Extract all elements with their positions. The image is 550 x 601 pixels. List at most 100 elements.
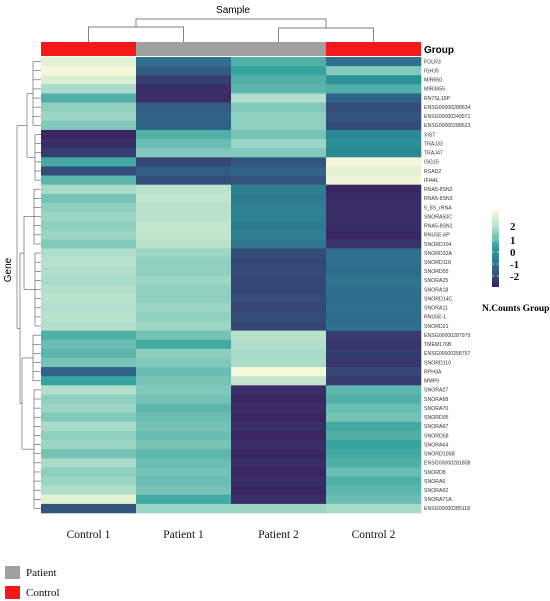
- heatmap-cell: [41, 57, 137, 67]
- heatmap-cell: [326, 339, 422, 350]
- heatmap-cell: [326, 403, 422, 413]
- heatmap-cell: [326, 330, 422, 341]
- heatmap-cell: [136, 184, 232, 195]
- color-legend-title: N.Counts Group: [482, 304, 549, 314]
- heatmap-cell: [231, 212, 327, 222]
- color-scale-tick-label: -2: [510, 271, 520, 283]
- heatmap-cell: [136, 485, 232, 496]
- heatmap-cell: [136, 294, 232, 304]
- heatmap-cell: [136, 449, 232, 459]
- legend-swatch-control: [5, 586, 20, 599]
- heatmap-cell: [326, 202, 422, 213]
- heatmap-cell: [326, 449, 422, 459]
- heatmap-cell: [326, 102, 422, 113]
- row-label: RNU5E-1: [424, 315, 446, 321]
- heatmap-cell: [136, 266, 232, 277]
- dendrogram-branch: [135, 18, 327, 28]
- heatmap-cell: [326, 230, 422, 240]
- column-label: Control 2: [352, 529, 396, 541]
- row-label: 5_8S_rRNA: [424, 205, 452, 211]
- column-labels: Control 1 Patient 1 Patient 2 Control 2: [67, 529, 396, 541]
- row-label: ENSG00000287979: [424, 333, 471, 339]
- heatmap-cell: [136, 202, 232, 213]
- row-label: SNORD110: [424, 360, 451, 366]
- heatmap-cell: [231, 494, 327, 505]
- legend-label-patient: Patient: [26, 567, 57, 579]
- heatmap-cell: [41, 385, 137, 395]
- heatmap-cell: [326, 458, 422, 468]
- heatmap-cell: [136, 421, 232, 432]
- row-label: ENSG00000249971: [424, 114, 471, 120]
- heatmap-cell: [326, 166, 422, 176]
- heatmap-cell: [326, 266, 422, 277]
- heatmap-cell: [231, 275, 327, 286]
- heatmap-cell: [326, 275, 422, 286]
- heatmap-cell: [136, 175, 232, 185]
- heatmap-cell: [231, 357, 327, 368]
- heatmap-cell: [326, 321, 422, 331]
- heatmap-cell: [326, 84, 422, 94]
- row-label: ENSG00000258757: [424, 351, 471, 357]
- row-label: MIR3655: [424, 87, 445, 93]
- heatmap-cell: [136, 93, 232, 103]
- heatmap-cell: [231, 412, 327, 423]
- heatmap-cell: [136, 321, 232, 331]
- heatmap-cell: [41, 184, 137, 195]
- heatmap-cell: [41, 102, 137, 113]
- row-label: SNORD14C: [424, 296, 453, 302]
- row-label: SNORD32A: [424, 251, 453, 257]
- heatmap-cell: [231, 157, 327, 167]
- heatmap-cell: [41, 66, 137, 76]
- heatmap-cell: [41, 376, 137, 386]
- heatmap-cell: [41, 212, 137, 222]
- row-label: ENSG00000288634: [424, 105, 471, 111]
- row-label: TMEM176B: [424, 342, 452, 348]
- row-label: ENSG00000285118: [424, 506, 470, 512]
- heatmap-cell: [41, 148, 137, 158]
- heatmap-cell: [231, 139, 327, 149]
- row-label: SNORD95: [424, 415, 449, 421]
- heatmap-cell: [41, 75, 137, 85]
- color-scale-tick-label: -1: [510, 259, 519, 271]
- heatmap-cell: [136, 148, 232, 158]
- heatmap-cell: [231, 239, 327, 249]
- heatmap-cell: [231, 148, 327, 158]
- heatmap-cells: [41, 57, 422, 514]
- heatmap-cell: [231, 330, 327, 341]
- heatmap-cell: [41, 312, 137, 322]
- heatmap-cell: [231, 294, 327, 304]
- heatmap-cell: [136, 394, 232, 404]
- heatmap-cell: [41, 476, 137, 486]
- legend-swatch-patient: [5, 566, 20, 579]
- heatmap-cell: [41, 139, 137, 149]
- heatmap-cell: [231, 193, 327, 204]
- heatmap-cell: [136, 357, 232, 368]
- color-scale-tick-label: 2: [510, 221, 516, 233]
- heatmap-cell: [136, 111, 232, 122]
- heatmap-cell: [326, 66, 422, 76]
- heatmap-cell: [326, 93, 422, 103]
- group-label: Group: [424, 45, 454, 56]
- row-label: MMP9: [424, 379, 439, 385]
- heatmap-cell: [41, 275, 137, 286]
- heatmap-cell: [41, 239, 137, 249]
- row-label: SNORA6: [424, 479, 445, 485]
- heatmap-cell: [41, 157, 137, 167]
- group-cell-0: [41, 42, 136, 56]
- heatmap-cell: [41, 421, 137, 432]
- heatmap-cell: [136, 312, 232, 322]
- heatmap-cell: [136, 339, 232, 350]
- heatmap-cell: [41, 403, 137, 413]
- row-label: SNORA64: [424, 442, 448, 448]
- heatmap-cell: [231, 57, 327, 67]
- row-label: IGHJ5: [424, 68, 439, 74]
- row-label: ENSG00000281808: [424, 461, 471, 467]
- heatmap-cell: [231, 312, 327, 322]
- row-label: SNORA68: [424, 397, 448, 403]
- heatmap-cell: [326, 175, 422, 185]
- heatmap-cell: [41, 120, 137, 131]
- row-label: IFI44L: [424, 178, 439, 184]
- heatmap-cell: [136, 157, 232, 167]
- column-dendrogram: [88, 18, 374, 42]
- row-label: SNORA71A: [424, 497, 452, 503]
